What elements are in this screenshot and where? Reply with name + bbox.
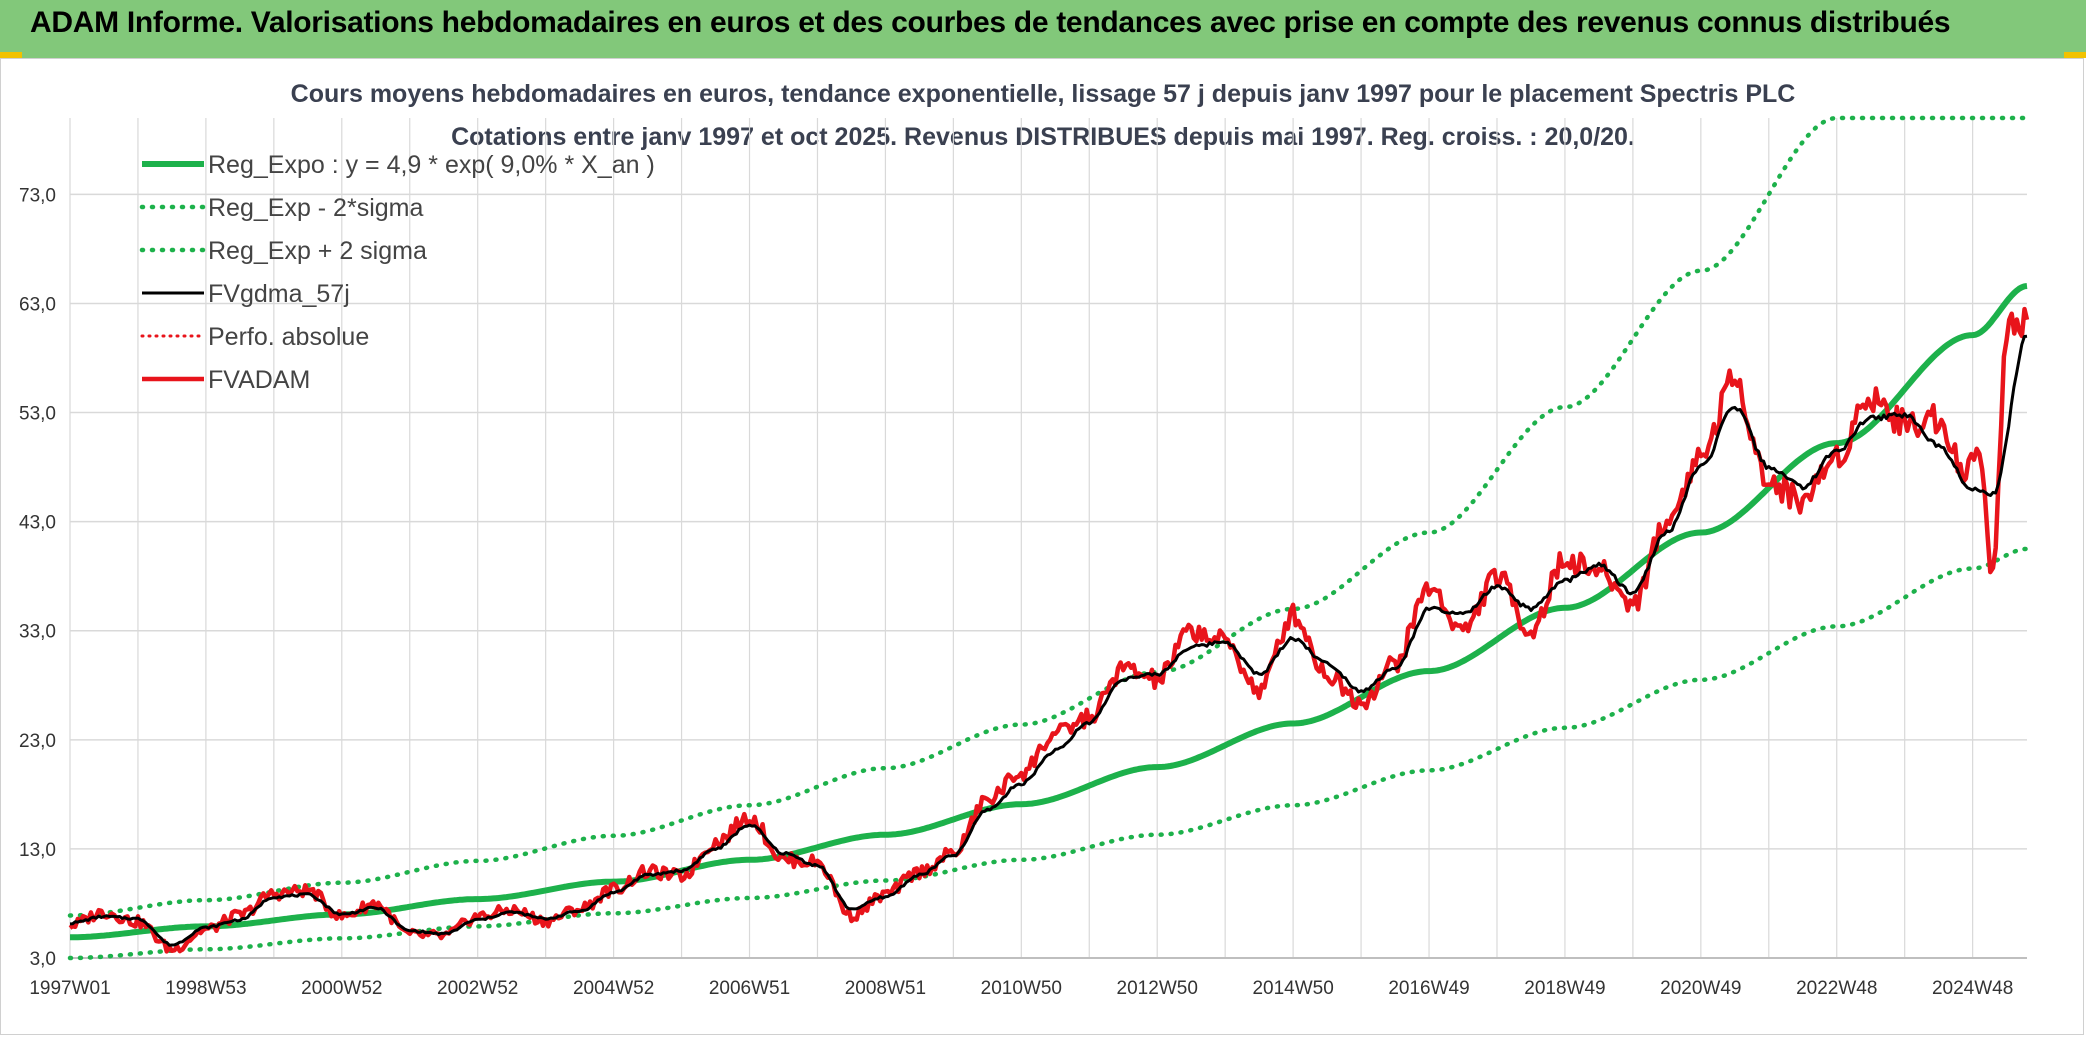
- series-line-dotted-green: [67, 115, 2030, 918]
- y-tick-label: 13,0: [19, 840, 56, 861]
- legend-label: Reg_Expo : y = 4,9 * exp( 9,0% * X_an ): [208, 151, 655, 179]
- y-tick-label: 23,0: [19, 731, 56, 752]
- x-tick-label: 1998W53: [165, 978, 246, 999]
- y-axis-ticks: 3,0 13,0 23,0 33,0 43,0 53,0 63,0 73,0: [19, 185, 56, 970]
- x-tick-label: 2002W52: [437, 978, 518, 999]
- x-tick-label: 2004W52: [573, 978, 654, 999]
- x-tick-label: 2024W48: [1932, 978, 2013, 999]
- x-tick-label: 2016W49: [1388, 978, 1469, 999]
- y-tick-label: 43,0: [19, 513, 56, 534]
- x-tick-label: 2022W48: [1796, 978, 1877, 999]
- y-tick-label: 53,0: [19, 404, 56, 425]
- legend-label: FVADAM: [208, 366, 310, 394]
- x-tick-label: 2018W49: [1524, 978, 1605, 999]
- legend-label: FVgdma_57j: [208, 280, 350, 308]
- y-tick-label: 3,0: [30, 949, 56, 970]
- trend-chart: Cours moyens hebdomadaires en euros, ten…: [19, 80, 2030, 999]
- x-axis-ticks: 1997W01 1998W53 2000W52 2002W52 2004W52 2006W…: [29, 978, 2013, 999]
- y-tick-label: 33,0: [19, 622, 56, 643]
- x-tick-label: 2012W50: [1117, 978, 1198, 999]
- page-title: ADAM Informe. Valorisations hebdomadaire…: [30, 6, 1951, 39]
- header-corner-left: [0, 52, 22, 58]
- series-line-solid-green-thick: [69, 283, 2028, 941]
- x-tick-label: 2008W51: [845, 978, 926, 999]
- legend-label: Perfo. absolue: [208, 323, 369, 351]
- x-tick-label: 2020W49: [1660, 978, 1741, 999]
- x-tick-label: 2000W52: [301, 978, 382, 999]
- chart-subtitle: Cotations entre janv 1997 et oct 2025. R…: [451, 123, 1635, 151]
- legend-label: Reg_Exp + 2 sigma: [208, 237, 427, 265]
- chart-legend: Reg_Expo : y = 4,9 * exp( 9,0% * X_an ) R…: [139, 151, 655, 394]
- grid-lines: [69, 118, 2027, 959]
- chart-title: Cours moyens hebdomadaires en euros, ten…: [291, 80, 1796, 108]
- legend-label: Reg_Exp - 2*sigma: [208, 194, 423, 222]
- x-tick-label: 2006W51: [709, 978, 790, 999]
- header-bar: ADAM Informe. Valorisations hebdomadaire…: [0, 0, 2086, 58]
- x-tick-label: 2010W50: [981, 978, 1062, 999]
- y-tick-label: 63,0: [19, 294, 56, 315]
- series-layer: [67, 115, 2030, 961]
- x-tick-label: 1997W01: [29, 978, 110, 999]
- header-corner-right: [2064, 52, 2086, 58]
- chart-frame: [0, 58, 2084, 1035]
- series-line-solid-black: [69, 334, 2028, 947]
- x-tick-label: 2014W50: [1252, 978, 1333, 999]
- y-tick-label: 73,0: [19, 185, 56, 206]
